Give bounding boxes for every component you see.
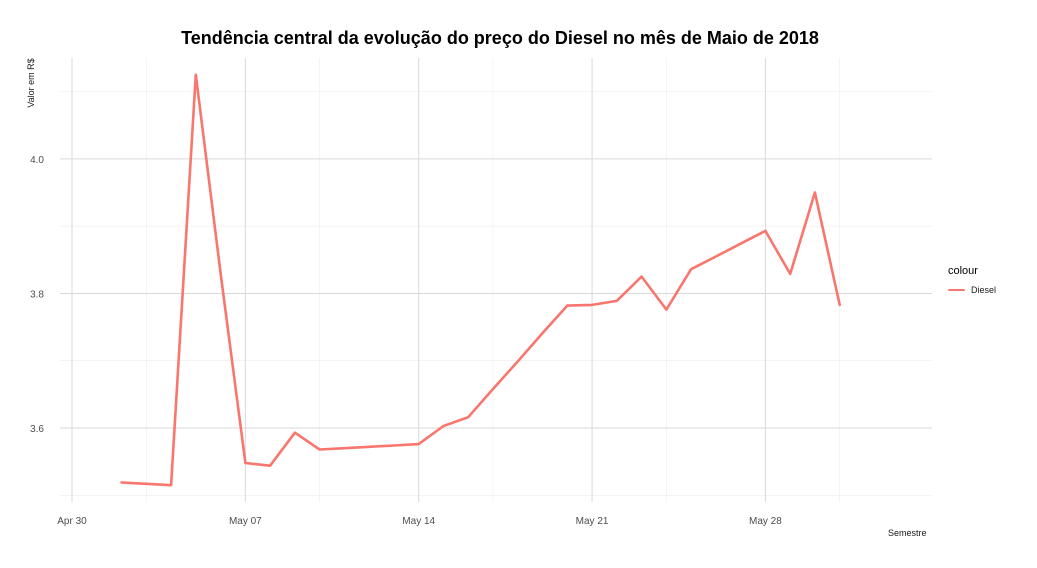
x-tick-label: May 14 <box>402 516 435 527</box>
legend-item-diesel: Diesel <box>948 285 996 295</box>
y-tick-label: 3.8 <box>30 289 44 300</box>
y-tick-label: 3.6 <box>30 424 44 435</box>
legend-title: colour <box>948 265 978 277</box>
series-line-diesel <box>120 73 842 487</box>
legend-key-diesel <box>948 289 965 291</box>
x-tick-label: May 28 <box>749 516 782 527</box>
x-tick-label: Apr 30 <box>57 516 87 527</box>
chart-title: Tendência central da evolução do preço d… <box>181 28 819 48</box>
legend: colour Diesel <box>948 265 996 295</box>
legend-label-diesel: Diesel <box>971 285 997 295</box>
x-axis-label: Semestre <box>888 528 927 538</box>
y-tick-label: 4.0 <box>30 155 44 166</box>
x-tick-label: May 07 <box>229 516 262 527</box>
x-tick-label: May 21 <box>576 516 609 527</box>
